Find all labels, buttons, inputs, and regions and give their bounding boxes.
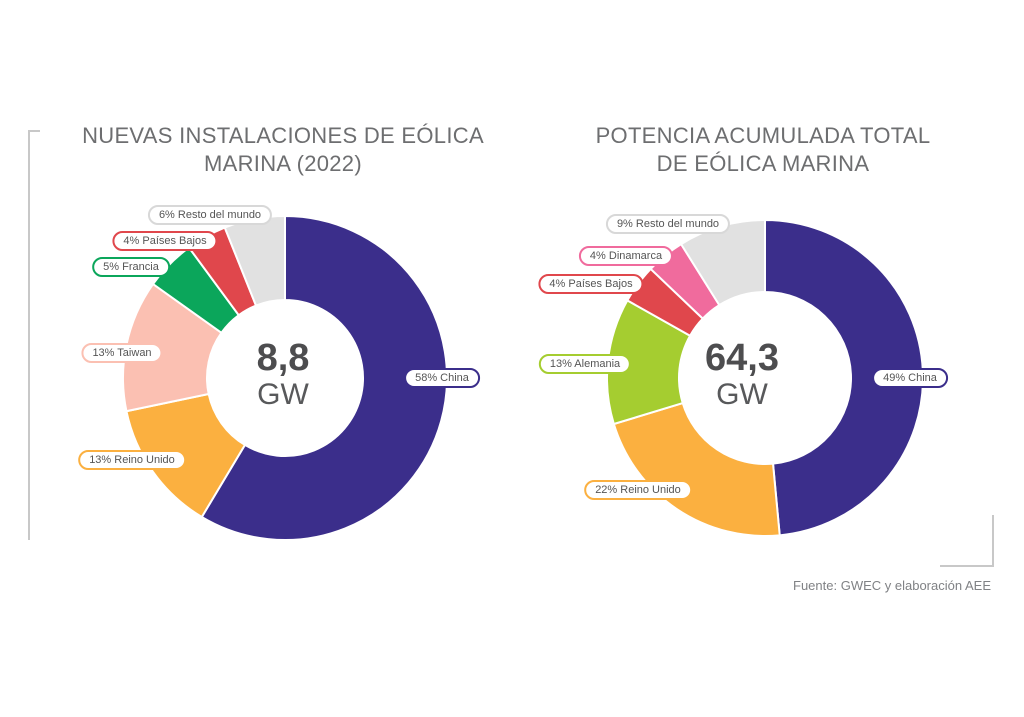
title-line: DE EÓLICA MARINA [656,151,870,176]
center-unit: GW [716,378,768,411]
title-line: NUEVAS INSTALACIONES DE EÓLICA [82,123,484,148]
source-note: Fuente: GWEC y elaboración AEE [793,578,991,593]
center-unit: GW [257,378,309,411]
chart-title-left: NUEVAS INSTALACIONES DE EÓLICA MARINA (2… [60,122,506,178]
data-label: 4% Dinamarca [578,246,674,266]
data-label: 13% Reino Unido [78,450,186,470]
data-label: 13% Alemania [538,354,632,374]
center-value: 64,3 [705,337,779,379]
chart-title-right: POTENCIA ACUMULADA TOTAL DE EÓLICA MARIN… [540,122,986,178]
donut-slice-reino-unido [612,401,781,537]
right-bracket-bottom [940,565,994,567]
data-label: 4% Países Bajos [112,231,218,251]
center-total-left: 8,8 GW [257,338,310,412]
title-line: MARINA (2022) [204,151,362,176]
data-label: 6% Resto del mundo [147,205,273,225]
title-line: POTENCIA ACUMULADA TOTAL [595,123,931,148]
left-bracket-vertical [28,130,30,540]
data-label: 4% Países Bajos [538,274,644,294]
data-label: 5% Francia [92,257,170,277]
donut-slice-china [764,218,924,537]
right-bracket-vertical [992,515,994,567]
donut-slice-china [200,214,448,541]
center-value: 8,8 [256,337,310,379]
data-label: 22% Reino Unido [584,480,692,500]
data-label: 9% Resto del mundo [605,214,731,234]
data-label: 58% China [404,368,480,388]
data-label: 13% Taiwan [81,343,163,363]
left-bracket-top [28,130,40,132]
data-label: 49% China [872,368,948,388]
center-total-right: 64,3 GW [705,338,779,412]
